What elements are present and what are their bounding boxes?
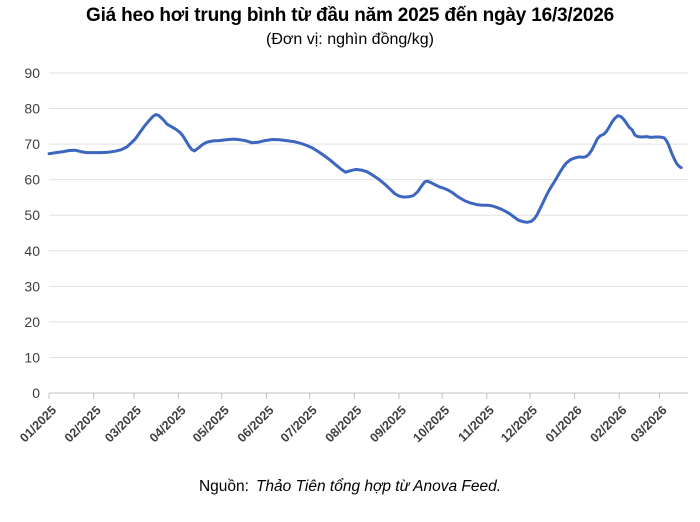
svg-text:01/2026: 01/2026 <box>543 403 585 445</box>
source-attribution: Thảo Tiên tổng hợp từ Anova Feed. <box>255 478 502 495</box>
svg-text:06/2025: 06/2025 <box>235 403 277 445</box>
svg-text:0: 0 <box>32 385 40 401</box>
svg-text:40: 40 <box>24 243 40 259</box>
svg-text:10/2025: 10/2025 <box>410 403 452 445</box>
chart-subtitle: (Đơn vị: nghìn đồng/kg) <box>266 31 434 48</box>
svg-text:30: 30 <box>24 278 40 294</box>
svg-text:70: 70 <box>24 136 40 152</box>
svg-text:80: 80 <box>24 101 40 117</box>
source-prefix: Nguồn: <box>198 478 249 495</box>
svg-text:10: 10 <box>24 349 40 365</box>
svg-text:50: 50 <box>24 207 40 223</box>
svg-text:90: 90 <box>24 65 40 81</box>
svg-text:05/2025: 05/2025 <box>190 403 232 445</box>
svg-text:20: 20 <box>24 314 40 330</box>
svg-text:11/2025: 11/2025 <box>456 403 497 444</box>
svg-text:07/2025: 07/2025 <box>278 403 320 445</box>
svg-text:03/2026: 03/2026 <box>628 403 670 445</box>
svg-text:60: 60 <box>24 172 40 188</box>
chart-title: Giá heo hơi trung bình từ đầu năm 2025 đ… <box>86 5 614 26</box>
gridlines <box>49 72 689 394</box>
svg-text:02/2025: 02/2025 <box>62 403 104 445</box>
svg-text:02/2026: 02/2026 <box>588 403 630 445</box>
y-axis-labels: 0 10 20 30 40 50 60 70 80 90 <box>24 65 40 401</box>
x-axis <box>48 393 661 399</box>
svg-text:08/2025: 08/2025 <box>323 403 365 445</box>
source-line: Nguồn: Thảo Tiên tổng hợp từ Anova Feed. <box>0 478 700 496</box>
svg-text:03/2025: 03/2025 <box>102 403 144 445</box>
svg-text:09/2025: 09/2025 <box>367 403 409 445</box>
svg-text:12/2025: 12/2025 <box>498 403 540 445</box>
price-line <box>47 113 683 224</box>
svg-text:04/2025: 04/2025 <box>147 403 189 445</box>
svg-text:01/2025: 01/2025 <box>17 403 59 445</box>
